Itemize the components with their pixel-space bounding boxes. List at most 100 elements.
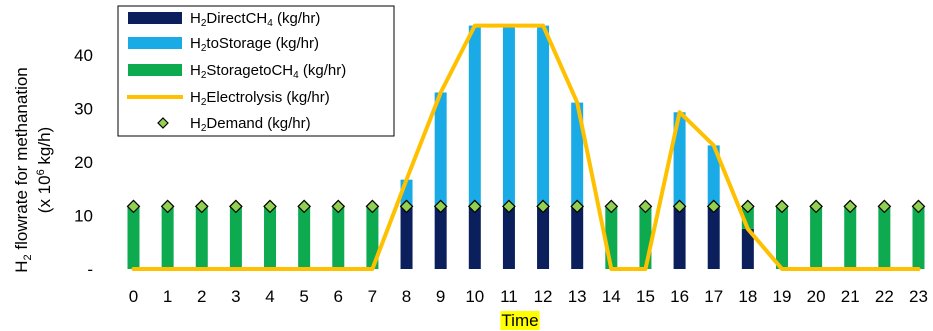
x-tick-label: 14 [602, 287, 621, 306]
bar-storage_to_ch4-5 [298, 206, 311, 269]
bar-storage_to_ch4-22 [878, 206, 891, 269]
bar-storage_to_ch4-7 [366, 206, 379, 269]
x-tick-label: 16 [670, 287, 689, 306]
marker-demand-15 [638, 199, 653, 214]
x-tick-label: 0 [129, 287, 138, 306]
x-tick-label: 17 [704, 287, 723, 306]
marker-demand-5 [297, 199, 311, 214]
bar-storage-13 [571, 102, 584, 207]
x-tick-label: 7 [368, 287, 377, 306]
bar-storage_to_ch4-3 [229, 206, 242, 269]
y-tick-label: 10 [74, 207, 93, 226]
legend-swatch-storage_to_ch4 [128, 64, 182, 76]
x-tick-label: 20 [807, 287, 826, 306]
marker-demand-1 [160, 199, 175, 214]
bar-storage-17 [707, 145, 720, 207]
bar-storage-16 [673, 112, 686, 207]
marker-demand-17 [706, 199, 721, 214]
marker-demand-9 [433, 199, 448, 214]
x-axis-title-highlight [500, 311, 540, 330]
x-tick-label: 19 [773, 287, 792, 306]
bar-direct-8 [400, 206, 413, 269]
bar-storage_to_ch4-0 [127, 206, 140, 269]
x-tick-label: 15 [636, 287, 655, 306]
marker-group [126, 199, 926, 214]
bar-storage_to_ch4-6 [332, 206, 345, 269]
bar-storage_to_ch4-21 [844, 206, 857, 269]
x-tick-label: 3 [231, 287, 240, 306]
marker-demand-12 [536, 199, 550, 214]
bar-direct-17 [707, 206, 720, 269]
bar-direct-12 [537, 206, 550, 269]
legend-label-storage_to_ch4: H2StoragetoCH4 (kg/hr) [190, 62, 346, 81]
bar-storage-11 [502, 25, 515, 207]
marker-demand-14 [604, 199, 619, 214]
x-tick-label: 22 [875, 287, 894, 306]
bar-direct-10 [468, 206, 481, 269]
marker-demand-4 [263, 199, 277, 214]
legend-swatch-direct [128, 12, 182, 24]
legend-swatch-storage [128, 37, 182, 49]
marker-demand-16 [672, 199, 687, 214]
bar-storage_to_ch4-19 [775, 206, 788, 269]
legend-label-direct: H2DirectCH4 (kg/hr) [190, 10, 320, 29]
marker-demand-3 [229, 199, 243, 214]
marker-demand-11 [502, 199, 516, 214]
bar-storage-12 [537, 25, 550, 207]
y-tick-label: - [87, 260, 93, 279]
x-tick-label: 9 [436, 287, 445, 306]
marker-demand-8 [399, 199, 414, 214]
bar-direct-16 [673, 206, 686, 269]
bar-storage-10 [468, 25, 481, 207]
legend-label-electrolysis: H2Electrolysis (kg/hr) [190, 89, 330, 108]
marker-demand-21 [843, 199, 858, 214]
y-tick-label: 30 [74, 100, 93, 119]
bar-storage-9 [434, 92, 447, 207]
y-axis-title-line1: H2 flowrate for methanation [12, 67, 34, 273]
marker-demand-2 [194, 199, 209, 214]
x-tick-label: 5 [299, 287, 308, 306]
marker-demand-20 [809, 199, 823, 214]
marker-demand-7 [365, 199, 380, 214]
x-tick-label: 21 [841, 287, 860, 306]
bar-direct-18 [741, 228, 754, 269]
bar-direct-9 [434, 206, 447, 269]
bar-group [127, 25, 925, 269]
marker-demand-10 [467, 199, 482, 214]
marker-demand-23 [911, 199, 926, 214]
bar-storage_to_ch4-15 [639, 206, 652, 269]
y-axis-title-line2: (x 106 kg/h) [35, 127, 54, 213]
bar-storage_to_ch4-4 [264, 206, 277, 269]
marker-demand-18 [740, 199, 755, 214]
x-tick-label: 2 [197, 287, 206, 306]
x-tick-label: 13 [568, 287, 587, 306]
legend: H2DirectCH4 (kg/hr) H2toStorage (kg/hr) H2… [117, 5, 395, 137]
legend-swatch-demand [157, 117, 169, 129]
x-tick-label: 10 [465, 287, 484, 306]
marker-demand-13 [570, 199, 585, 214]
x-tick-label: 11 [500, 287, 518, 306]
x-axis-title: Time [501, 311, 538, 330]
x-tick-label: 23 [909, 287, 928, 306]
x-tick-label: 8 [402, 287, 411, 306]
x-tick-label: 4 [265, 287, 274, 306]
bar-storage_to_ch4-2 [195, 206, 208, 269]
x-tick-label: 12 [534, 287, 553, 306]
bar-storage_to_ch4-1 [161, 206, 174, 269]
bar-storage_to_ch4-20 [810, 206, 823, 269]
y-tick-label: 40 [74, 46, 93, 65]
line-group [131, 23, 921, 271]
legend-label-storage: H2toStorage (kg/hr) [190, 35, 319, 54]
y-tick-label: 20 [74, 153, 93, 172]
line-electrolysis [131, 23, 921, 271]
marker-demand-6 [331, 199, 346, 214]
marker-demand-0 [126, 199, 141, 214]
legend-label-demand: H2Demand (kg/hr) [190, 115, 311, 134]
bar-direct-13 [571, 206, 584, 269]
x-tick-label: 6 [334, 287, 343, 306]
marker-demand-22 [877, 199, 892, 214]
x-tick-label: 1 [163, 287, 172, 306]
x-tick-label: 18 [738, 287, 757, 306]
axes: 0 1 2 3 4 5 6 7 8 9 10 11 12 13 14 15 16 17 18 19 20 21 22 23-1… [12, 46, 928, 330]
